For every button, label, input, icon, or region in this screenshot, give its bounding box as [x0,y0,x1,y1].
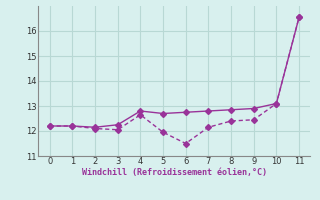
X-axis label: Windchill (Refroidissement éolien,°C): Windchill (Refroidissement éolien,°C) [82,168,267,177]
